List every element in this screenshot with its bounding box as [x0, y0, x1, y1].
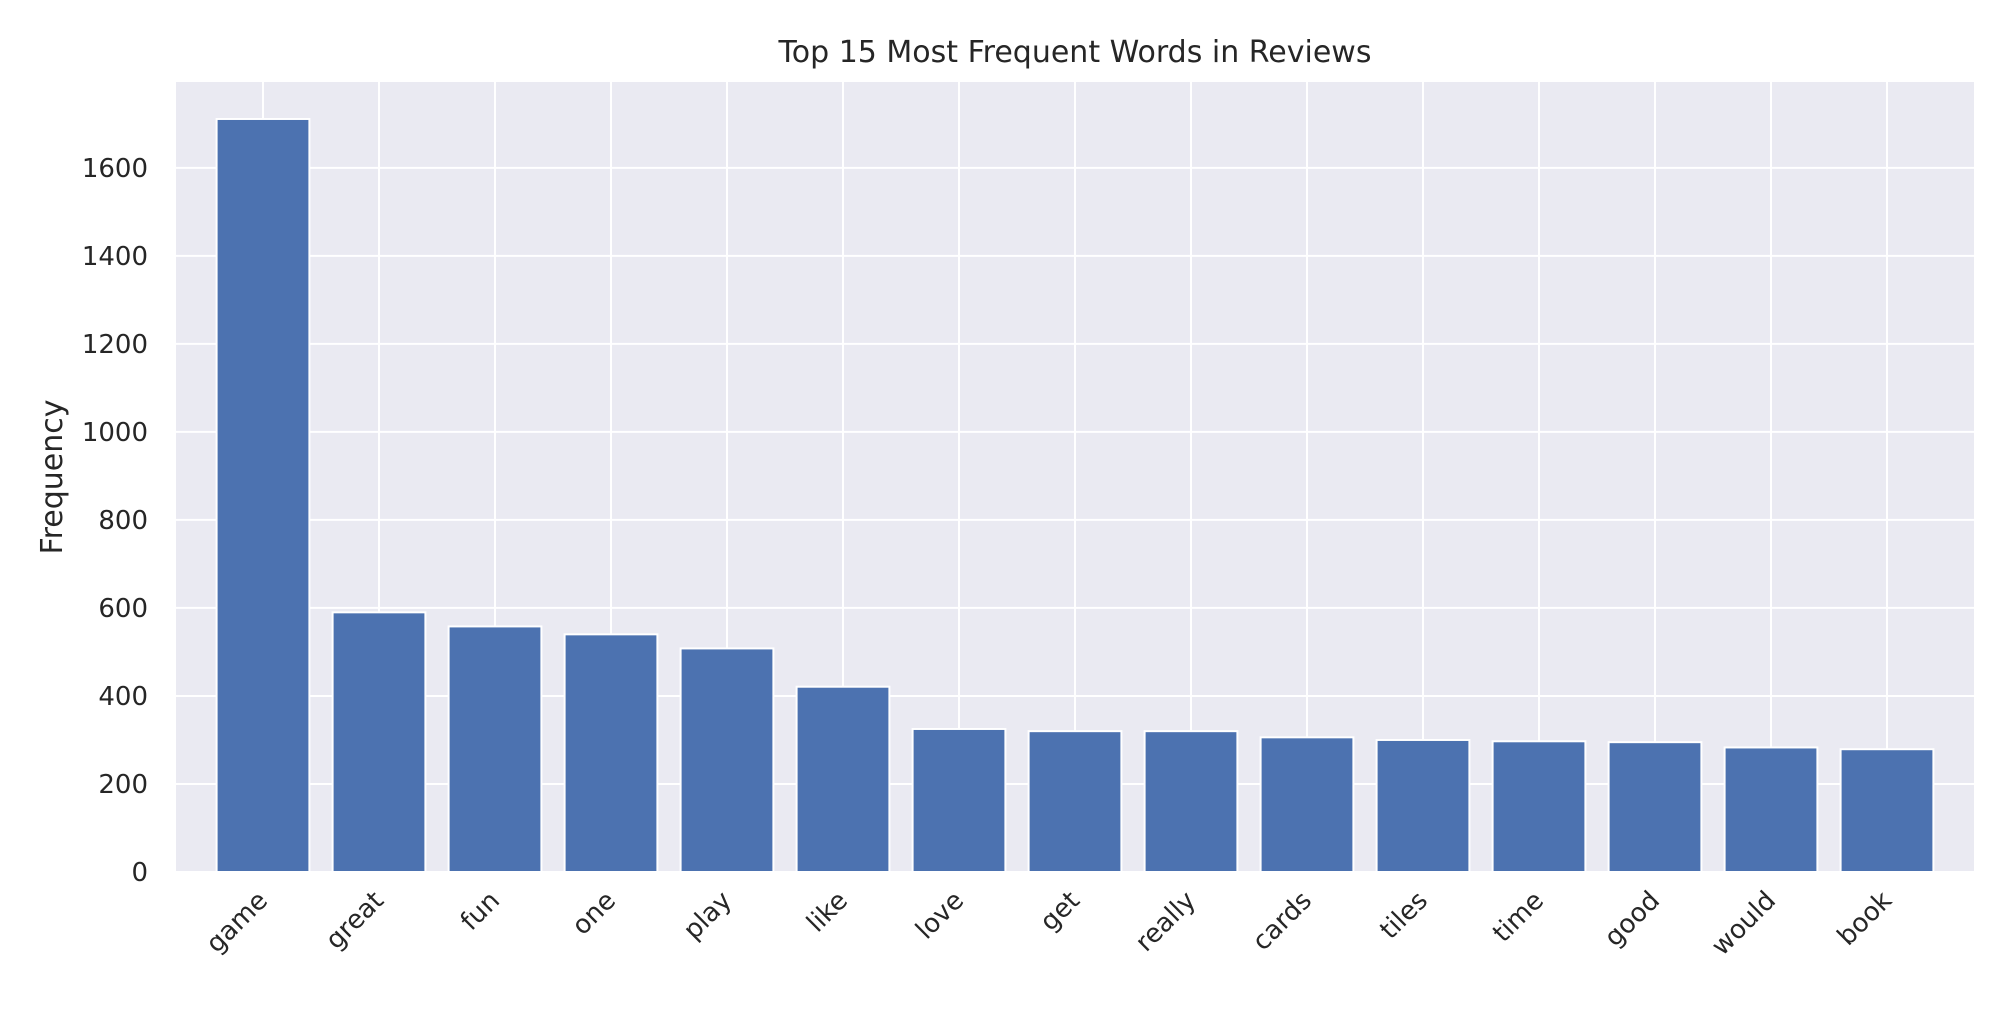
bar-like	[795, 685, 891, 873]
bar-really	[1143, 730, 1239, 874]
y-tick-label: 800	[98, 506, 148, 536]
x-tick-label: book	[1832, 886, 1898, 952]
x-tick-label: get	[1035, 886, 1086, 937]
y-axis-label: Frequency	[35, 400, 70, 555]
x-tick-labels: game great fun one play like love get really card…	[201, 886, 1898, 962]
bar-good	[1607, 741, 1703, 873]
bar-game	[215, 117, 311, 873]
chart-title: Top 15 Most Frequent Words in Reviews	[778, 35, 1372, 70]
bar-tiles	[1375, 738, 1471, 873]
y-tick-label: 1600	[82, 154, 148, 184]
x-tick-label: time	[1487, 886, 1550, 949]
y-tick-labels: 0 200 400 600 800 1000 1200 1400 1600	[82, 154, 148, 888]
y-tick-label: 1200	[82, 330, 148, 360]
x-tick-label: good	[1599, 886, 1666, 953]
x-tick-label: great	[320, 886, 390, 956]
x-tick-label: like	[801, 886, 854, 939]
y-tick-label: 200	[98, 770, 148, 800]
x-tick-label: would	[1706, 886, 1782, 962]
bar-play	[679, 647, 775, 873]
y-tick-label: 1400	[82, 242, 148, 272]
bar-one	[563, 633, 659, 874]
y-tick-label: 1000	[82, 418, 148, 448]
x-tick-label: really	[1130, 886, 1202, 958]
bar-book	[1839, 748, 1935, 874]
x-tick-label: tiles	[1374, 886, 1434, 946]
y-tick-label: 400	[98, 682, 148, 712]
bar-love	[911, 727, 1007, 874]
x-tick-label: game	[201, 886, 274, 959]
x-tick-label: fun	[455, 886, 506, 937]
bars	[215, 117, 1935, 874]
bar-cards	[1259, 736, 1355, 874]
x-tick-label: one	[567, 886, 622, 941]
y-tick-label: 600	[98, 594, 148, 624]
bar-time	[1491, 740, 1587, 874]
x-tick-label: play	[678, 886, 738, 946]
x-tick-label: love	[910, 886, 970, 946]
y-tick-label: 0	[131, 858, 148, 888]
bar-would	[1723, 746, 1819, 874]
bar-fun	[447, 625, 543, 874]
bar-get	[1027, 730, 1123, 874]
x-tick-label: cards	[1247, 886, 1318, 957]
bar-great	[331, 611, 427, 874]
